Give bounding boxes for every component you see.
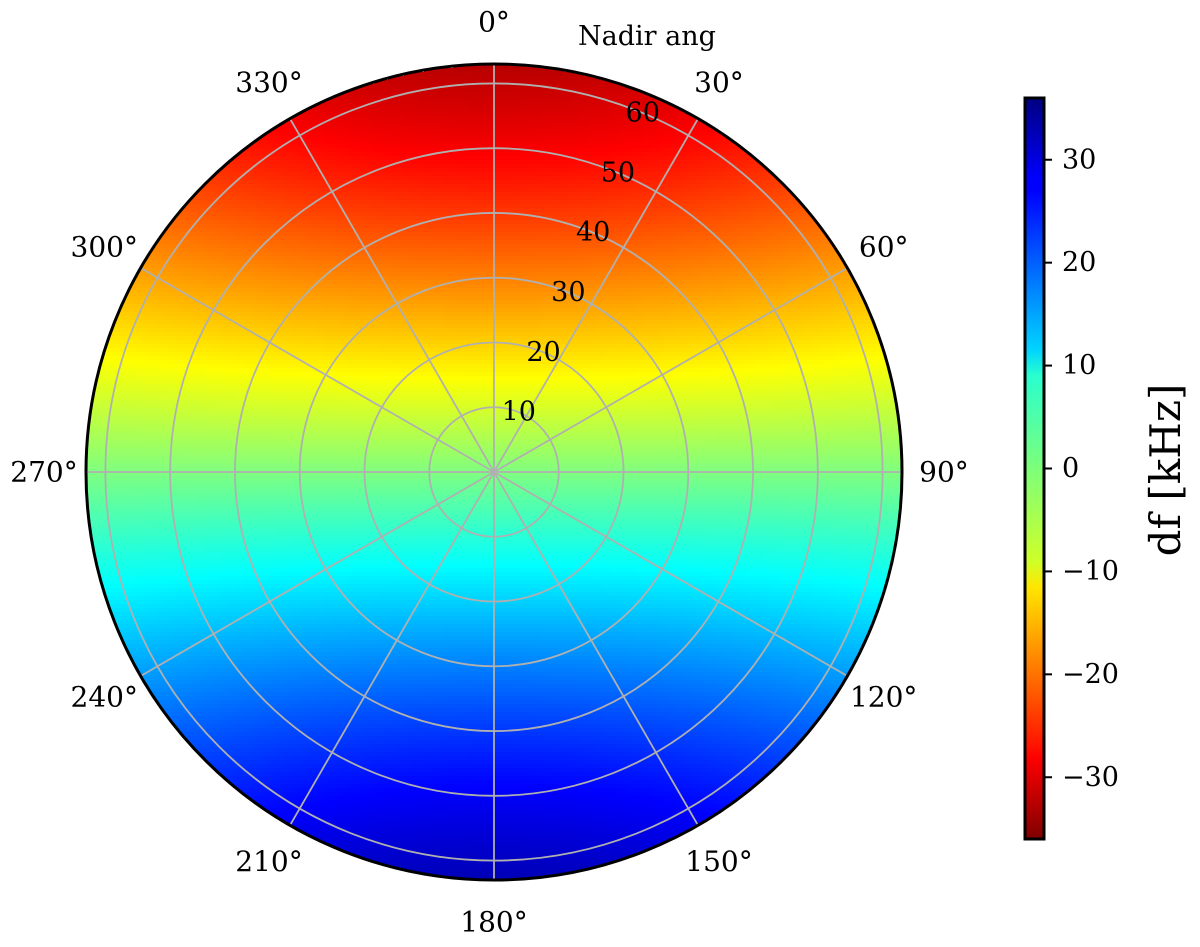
theta-tick-label: 120° [850,681,917,714]
theta-tick-label: 270° [10,456,77,489]
r-tick-label: 30 [551,277,585,308]
colorbar-tick-label: 30 [1062,144,1096,175]
colorbar-gradient [1025,98,1044,839]
r-tick-label: 10 [502,397,536,428]
theta-tick-label: 210° [235,845,302,878]
r-tick-label: 40 [576,217,610,248]
theta-tick-label: 330° [235,66,302,99]
colorbar: 30 20 10 0 −10 −20 −30 df [kHz] [1025,98,1190,839]
theta-tick-label: 0° [478,6,510,39]
colorbar-label: df [kHz] [1141,384,1190,557]
colorbar-tick-label: 20 [1062,247,1096,278]
theta-tick-label: 150° [685,845,752,878]
theta-tick-label: 30° [694,66,744,99]
r-tick-label: 50 [601,157,635,188]
colorbar-tick-label: 10 [1062,350,1096,381]
theta-tick-label: 180° [460,906,527,939]
theta-tick-label: 300° [71,231,138,264]
colorbar-tick-label: 0 [1062,453,1079,484]
r-tick-label: 20 [526,337,560,368]
colorbar-ticks: 30 20 10 0 −10 −20 −30 [1044,144,1119,793]
r-tick-label: 60 [626,98,660,129]
colorbar-tick-label: −30 [1062,762,1119,793]
theta-tick-label: 90° [919,456,969,489]
theta-tick-label: 240° [71,681,138,714]
colorbar-tick-label: −10 [1062,556,1119,587]
colorbar-tick-label: −20 [1062,659,1119,690]
theta-tick-label: 60° [859,231,909,264]
r-axis-label: Nadir ang [578,21,716,52]
